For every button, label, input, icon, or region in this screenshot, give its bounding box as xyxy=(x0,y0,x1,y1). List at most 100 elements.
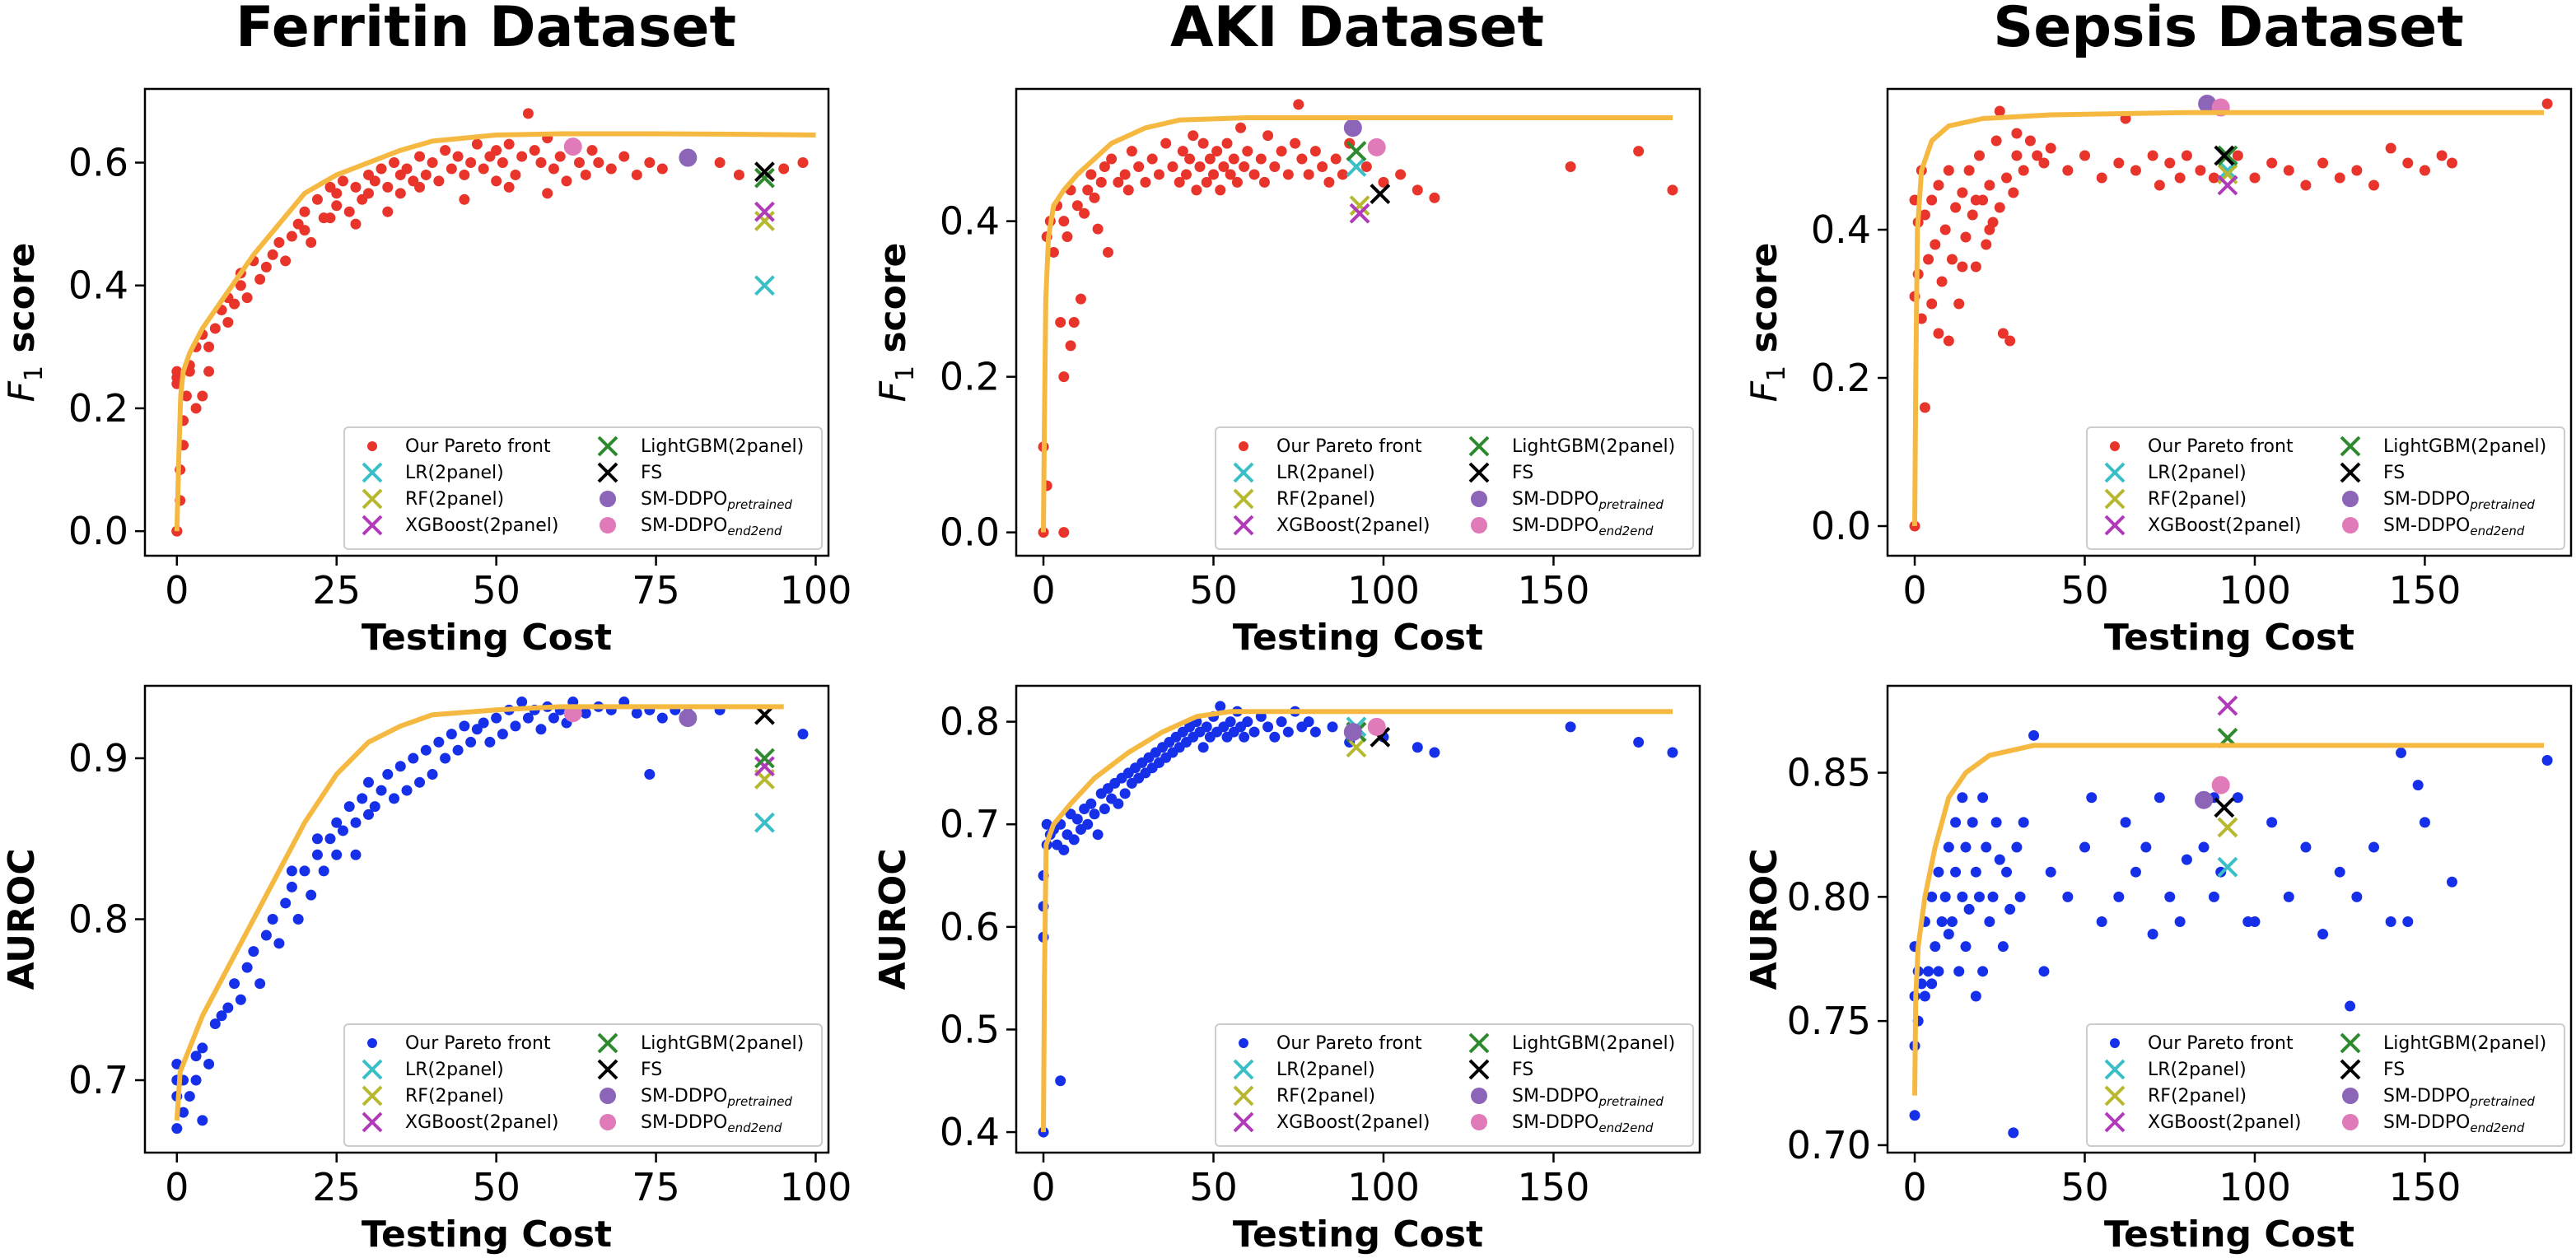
lr-marker xyxy=(754,812,775,833)
pareto-point xyxy=(1092,223,1104,235)
fs-marker xyxy=(754,161,775,183)
pareto-point xyxy=(1215,701,1226,712)
pareto-point xyxy=(235,994,246,1005)
legend-rf-swatch xyxy=(1233,488,1254,510)
x-tick-label: 0 xyxy=(165,568,189,613)
pareto-point xyxy=(1140,176,1151,188)
pareto-point xyxy=(2147,150,2158,161)
pareto-point xyxy=(2045,142,2056,154)
pareto-point xyxy=(2232,792,2243,804)
legend-rf-swatch xyxy=(2104,488,2126,510)
pareto-point xyxy=(1960,941,1972,953)
pareto-point xyxy=(1378,176,1389,188)
pareto-point xyxy=(561,175,572,187)
pareto-point xyxy=(1953,966,1965,977)
legend-xgboost-label: XGBoost(2panel) xyxy=(2148,1112,2301,1133)
pareto-point xyxy=(1126,146,1137,157)
pareto-point xyxy=(280,255,292,267)
pareto-point xyxy=(446,163,457,175)
y-tick-label: 0.4 xyxy=(940,199,1000,244)
pareto-point xyxy=(190,403,202,414)
pareto-point xyxy=(1565,721,1576,733)
pareto-point xyxy=(1099,161,1110,172)
pareto-point xyxy=(1981,239,1992,250)
pareto-point xyxy=(1089,808,1100,820)
pareto-point xyxy=(203,366,215,377)
pareto-point xyxy=(203,1058,215,1069)
pareto-point xyxy=(1204,153,1216,165)
pareto-point xyxy=(1633,737,1645,748)
legend-lightgbm-label: LightGBM(2panel) xyxy=(2383,436,2546,457)
pareto-point xyxy=(2147,929,2158,940)
lightgbm-marker xyxy=(1346,141,1367,162)
pareto-point xyxy=(1933,328,1944,339)
pareto-point xyxy=(1122,184,1134,196)
legend-e2e-swatch xyxy=(600,1114,616,1130)
pareto-point xyxy=(797,157,809,169)
sm-ddpo-end2end-marker xyxy=(563,137,582,156)
pareto-point xyxy=(1290,137,1301,149)
pareto-point xyxy=(2045,866,2056,878)
chart-sepsis-auroc: 0 50 100 150 0.70 0.75 0.80 0.85 Testing Cost AUR… xyxy=(1743,684,2573,1256)
pareto-point xyxy=(2028,729,2040,741)
pareto-point xyxy=(2368,179,2379,191)
pareto-point xyxy=(1337,169,1348,180)
x-tick-label: 25 xyxy=(312,1165,361,1209)
pareto-point xyxy=(376,163,387,175)
pareto-point xyxy=(311,849,323,860)
pareto-point xyxy=(580,169,591,180)
pareto-point xyxy=(389,157,400,169)
pareto-point xyxy=(382,181,394,193)
legend-rf-swatch xyxy=(362,1085,383,1107)
pareto-point xyxy=(2266,157,2278,169)
pareto-point xyxy=(2446,157,2457,169)
pareto-point xyxy=(1075,293,1086,305)
legend-box xyxy=(343,1023,823,1147)
pareto-point xyxy=(2001,866,2013,878)
pareto-point xyxy=(190,1074,202,1086)
pareto-point xyxy=(1667,747,1678,758)
pareto-point xyxy=(1258,176,1270,188)
legend: Our Pareto front LR(2panel) RF(2panel) XGBo… xyxy=(343,1023,823,1147)
xgboost-marker xyxy=(2217,695,2238,716)
pareto-point xyxy=(1970,194,1981,206)
sm-ddpo-end2end-marker xyxy=(2211,776,2230,794)
pareto-point xyxy=(1113,176,1124,188)
legend-box xyxy=(343,426,823,550)
pareto-point xyxy=(1943,165,1954,176)
pareto-point xyxy=(2062,891,2074,902)
data-layer xyxy=(171,697,809,1135)
legend-pareto-swatch xyxy=(1239,1038,1248,1048)
pareto-point xyxy=(1197,137,1209,149)
pareto-point xyxy=(209,323,221,334)
pareto-point xyxy=(1984,179,1995,191)
pareto-point xyxy=(2018,165,2029,176)
pareto-point xyxy=(573,157,585,169)
pareto-point xyxy=(459,720,470,732)
pareto-point xyxy=(1984,916,1995,928)
pareto-point xyxy=(1412,742,1423,753)
pareto-point xyxy=(1282,169,1294,180)
pareto-point xyxy=(427,769,438,780)
legend-rf-label: RF(2panel) xyxy=(2148,1086,2247,1107)
legend-lightgbm-swatch xyxy=(1468,436,1490,457)
x-tick-label: 0 xyxy=(1902,1165,1926,1209)
y-tick-label: 0.8 xyxy=(68,897,128,942)
legend-lr-label: LR(2panel) xyxy=(1276,463,1375,483)
pareto-point xyxy=(292,914,304,925)
pareto-point xyxy=(478,717,489,729)
pareto-point xyxy=(1262,130,1274,142)
pareto-point xyxy=(2113,891,2125,902)
pareto-point xyxy=(1255,153,1267,165)
legend-lightgbm-label: LightGBM(2panel) xyxy=(2383,1033,2546,1054)
pareto-point xyxy=(229,978,240,990)
pareto-point xyxy=(2419,817,2430,828)
pareto-point xyxy=(554,151,566,162)
pareto-point xyxy=(1235,122,1247,133)
x-tick-label: 0 xyxy=(165,1165,189,1209)
legend-xgboost-swatch xyxy=(2104,1111,2126,1133)
pareto-point xyxy=(1058,527,1070,538)
pareto-point xyxy=(516,697,528,708)
x-tick-label: 150 xyxy=(1518,568,1590,613)
pareto-point xyxy=(389,793,400,804)
